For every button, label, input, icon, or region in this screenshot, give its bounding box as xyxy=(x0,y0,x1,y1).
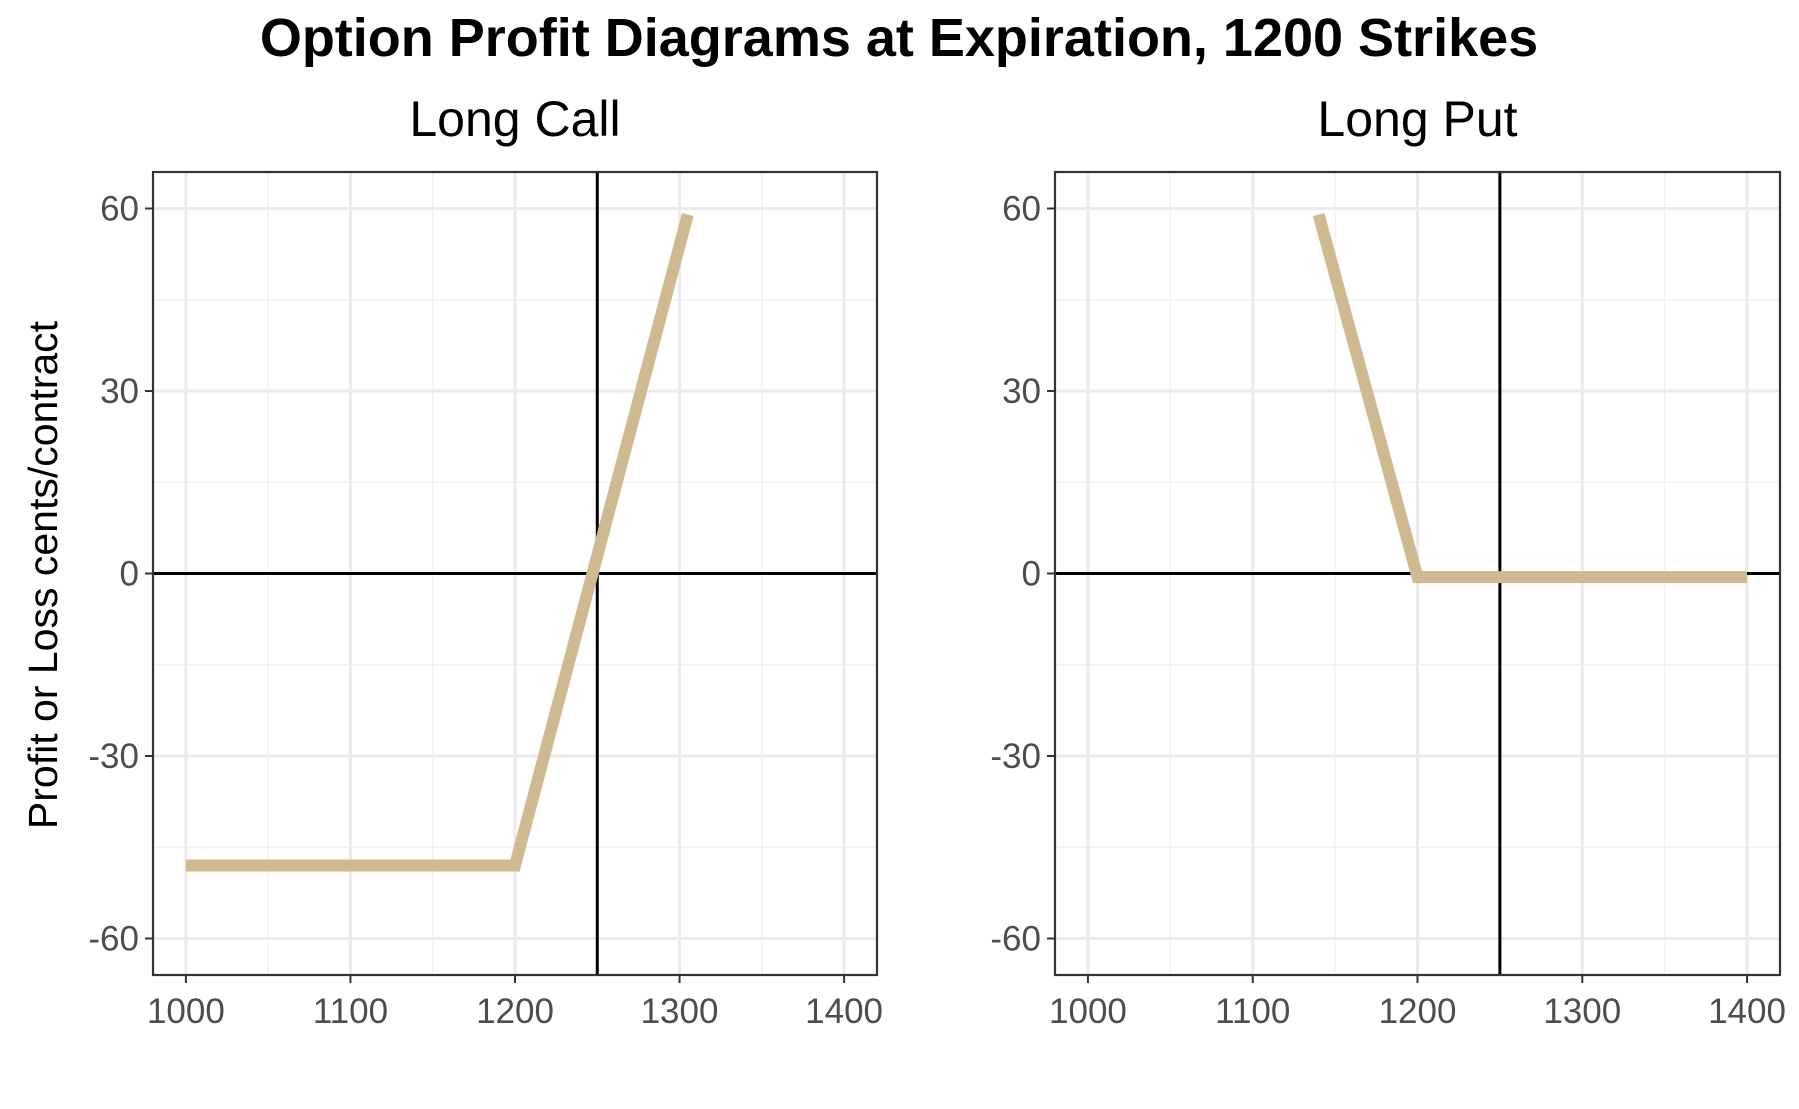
y-tick-label: 60 xyxy=(100,190,139,229)
panel-2: Long Put -60 -30 0 30 60 1000 1100 1200 1300 1400 xyxy=(990,91,1786,1031)
figure-title: Option Profit Diagrams at Expiration, 12… xyxy=(260,8,1538,68)
y-tick-label: 30 xyxy=(1002,372,1041,411)
x-tick-label: 1000 xyxy=(147,992,225,1031)
panel-title: Long Put xyxy=(1317,91,1517,147)
y-tick-label: -60 xyxy=(88,920,139,959)
panels: Long Call -60 -30 0 30 60 1000 1100 1200 1300 1400… xyxy=(88,91,1786,1031)
profit-line xyxy=(185,213,694,872)
x-tick-label: 1100 xyxy=(313,992,388,1031)
x-tick-label: 1100 xyxy=(1215,992,1290,1031)
y-tick-label: 0 xyxy=(120,555,139,594)
x-tick-label: 1400 xyxy=(805,992,883,1031)
x-tick-label: 1400 xyxy=(1708,992,1786,1031)
y-axis-label: Profit or Loss cents/contract xyxy=(20,320,66,829)
y-tick-label: -30 xyxy=(990,737,1041,776)
profit-line xyxy=(1312,213,1747,584)
x-tick-label: 1300 xyxy=(641,992,719,1031)
panel-title: Long Call xyxy=(409,91,620,147)
x-tick-label: 1000 xyxy=(1049,992,1127,1031)
x-tick-label: 1300 xyxy=(1543,992,1621,1031)
x-tick-label: 1200 xyxy=(476,992,554,1031)
panel-1: Long Call -60 -30 0 30 60 1000 1100 1200 1300 1400 xyxy=(88,91,883,1031)
y-tick-label: 0 xyxy=(1022,555,1041,594)
x-tick-label: 1200 xyxy=(1379,992,1457,1031)
y-tick-label: 30 xyxy=(100,372,139,411)
y-tick-label: -60 xyxy=(990,920,1041,959)
y-tick-label: 60 xyxy=(1002,190,1041,229)
y-tick-label: -30 xyxy=(88,737,139,776)
